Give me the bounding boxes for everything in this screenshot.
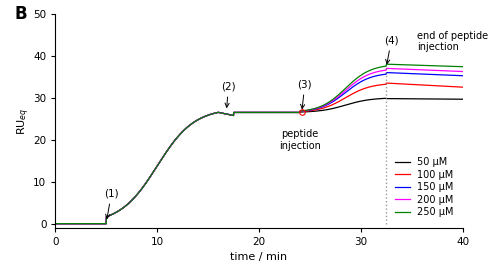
200 μM xyxy=(383,67,389,70)
Text: (3): (3) xyxy=(298,79,312,109)
50 μM xyxy=(224,113,230,116)
250 μM xyxy=(246,111,252,114)
50 μM xyxy=(460,98,466,101)
50 μM xyxy=(227,113,233,116)
Line: 50 μM: 50 μM xyxy=(56,98,463,224)
200 μM xyxy=(53,222,59,225)
150 μM xyxy=(460,74,466,77)
Legend: 50 μM, 100 μM, 150 μM, 200 μM, 250 μM: 50 μM, 100 μM, 150 μM, 200 μM, 250 μM xyxy=(391,153,458,221)
200 μM xyxy=(460,70,466,73)
150 μM xyxy=(348,87,354,90)
Line: 250 μM: 250 μM xyxy=(56,64,463,224)
250 μM xyxy=(53,222,59,225)
Text: (4): (4) xyxy=(384,35,399,64)
150 μM xyxy=(427,73,433,76)
Line: 100 μM: 100 μM xyxy=(56,83,463,224)
Text: (2): (2) xyxy=(221,81,236,107)
150 μM xyxy=(246,111,252,114)
150 μM xyxy=(383,71,389,74)
100 μM xyxy=(383,81,389,85)
250 μM xyxy=(427,64,433,67)
250 μM xyxy=(348,81,354,85)
150 μM xyxy=(224,113,230,116)
Text: (1): (1) xyxy=(104,188,119,219)
Text: B: B xyxy=(15,5,27,23)
250 μM xyxy=(383,62,389,66)
100 μM xyxy=(427,84,433,87)
100 μM xyxy=(246,111,252,114)
100 μM xyxy=(447,85,453,88)
100 μM xyxy=(53,222,59,225)
100 μM xyxy=(348,93,354,96)
200 μM xyxy=(348,84,354,87)
100 μM xyxy=(227,113,233,116)
150 μM xyxy=(227,113,233,116)
250 μM xyxy=(227,113,233,116)
Line: 200 μM: 200 μM xyxy=(56,68,463,224)
150 μM xyxy=(53,222,59,225)
250 μM xyxy=(460,65,466,68)
Line: 150 μM: 150 μM xyxy=(56,73,463,224)
200 μM xyxy=(246,111,252,114)
50 μM xyxy=(246,111,252,114)
200 μM xyxy=(224,113,230,116)
200 μM xyxy=(447,69,453,73)
Text: end of peptide
injection: end of peptide injection xyxy=(417,31,488,52)
100 μM xyxy=(224,113,230,116)
50 μM xyxy=(53,222,59,225)
50 μM xyxy=(383,97,389,100)
150 μM xyxy=(447,74,453,77)
X-axis label: time / min: time / min xyxy=(231,252,288,262)
Text: peptide
injection: peptide injection xyxy=(279,129,320,151)
200 μM xyxy=(427,69,433,72)
100 μM xyxy=(460,85,466,89)
50 μM xyxy=(348,102,354,105)
Y-axis label: RU$_{eq}$: RU$_{eq}$ xyxy=(15,107,32,135)
200 μM xyxy=(227,113,233,116)
50 μM xyxy=(427,97,433,100)
250 μM xyxy=(224,113,230,116)
250 μM xyxy=(447,65,453,68)
50 μM xyxy=(447,98,453,101)
